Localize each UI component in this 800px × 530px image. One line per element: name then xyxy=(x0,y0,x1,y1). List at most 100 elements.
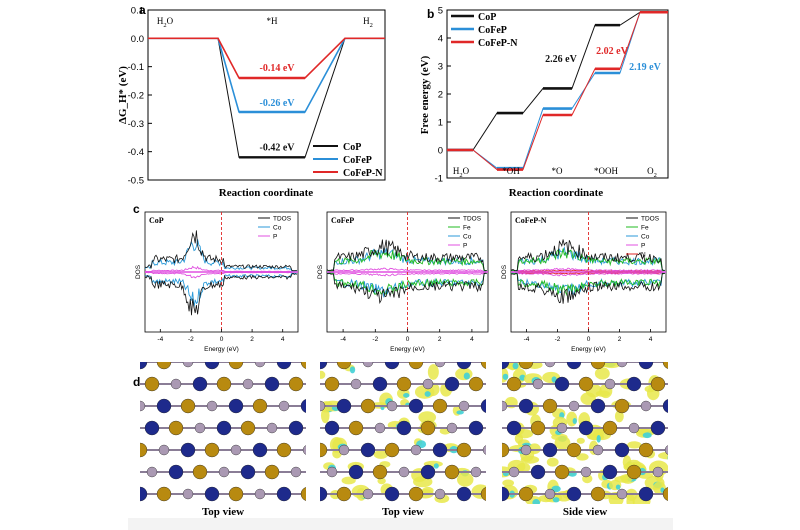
panel-b-legend-label: CoP xyxy=(478,12,496,23)
panel-a-value-label: -0.14 eV xyxy=(260,63,296,74)
panel-c-xtick-label: 0 xyxy=(406,336,410,343)
panel-d-charge-blob xyxy=(418,411,437,424)
panel-a-ylabel: ΔG_H* (eV) xyxy=(117,66,129,124)
panel-d-n-atom xyxy=(544,488,556,500)
panel-d-n-atom xyxy=(592,444,604,456)
panel-d-co-atom xyxy=(384,362,400,370)
panel-d-co-atom xyxy=(590,398,606,414)
panel-d-n-atom xyxy=(320,400,326,412)
panel-c-subplot: -4 -2 0 2 4 Energy (eV) DOS CoFeP TDOS Fe Co P xyxy=(317,211,489,353)
panel-d-co-atom xyxy=(192,376,208,392)
panel-label-b: b xyxy=(427,7,434,21)
panel-d-n-atom xyxy=(434,362,446,368)
panel-d-p-atom xyxy=(192,464,208,480)
panel-c-legend-label: Fe xyxy=(463,225,471,232)
panel-d-p-atom xyxy=(432,398,448,414)
panel-d-co-atom xyxy=(421,333,435,347)
panel-d-p-atom xyxy=(144,376,160,392)
panel-d-n-atom xyxy=(266,422,278,434)
panel-label-c: c xyxy=(133,202,140,216)
panel-d-n-atom xyxy=(422,378,434,390)
panel-d-co-atom xyxy=(502,486,510,502)
panel-a-ytick-label: -0.1 xyxy=(128,62,144,73)
panel-d-co-atom xyxy=(320,486,328,502)
panel-d-p-atom xyxy=(699,465,713,479)
panel-c-dos-curve xyxy=(327,249,487,272)
panel-d-n-atom xyxy=(140,400,146,412)
panel-c-legend-label: N xyxy=(641,252,646,259)
panel-d-co-atom xyxy=(456,486,472,502)
panel-d-p-atom xyxy=(699,333,713,347)
panel-d-co-atom xyxy=(216,420,232,436)
panel-d-co-atom xyxy=(662,399,668,413)
panel-d-charge-blob xyxy=(457,472,474,487)
panel-d-co-atom xyxy=(169,333,183,347)
panel-d-p-atom xyxy=(420,420,436,436)
panel-d-p-atom xyxy=(336,362,352,370)
panel-c-dos-curve xyxy=(511,271,665,277)
panel-b-legend-label: CoFeP xyxy=(478,25,507,36)
panel-d-p-atom xyxy=(675,421,689,435)
panel-a-legend-label: CoFeP-N xyxy=(343,168,383,179)
panel-c-curves xyxy=(511,239,666,304)
panel-d-p-atom xyxy=(264,464,280,480)
panel-b-annotation: 2.19 eV xyxy=(629,62,661,73)
panel-d-p-atom xyxy=(300,487,306,501)
panel-d-n-atom xyxy=(111,489,121,499)
panel-d-n-atom xyxy=(689,357,699,367)
panel-d-charge-blob xyxy=(341,476,356,485)
panel-d-n-atom xyxy=(170,378,182,390)
panel-d-n-atom xyxy=(483,333,497,347)
panel-d-co-atom xyxy=(432,442,448,458)
panel-b-category-label: *OOH xyxy=(594,166,618,176)
panel-d-structures: Top view Top view Side view xyxy=(111,333,713,518)
panel-c-dos-curve xyxy=(327,247,487,272)
panel-d-n-atom xyxy=(434,488,446,500)
panel-d-co-atom xyxy=(372,376,388,392)
panel-d-co-atom xyxy=(638,362,654,370)
panel-d-p-atom xyxy=(372,464,388,480)
panel-d-n-atom xyxy=(532,378,544,390)
panel-d-p-atom xyxy=(626,464,642,480)
panel-c-xtick-label: -2 xyxy=(555,336,561,343)
panel-d-n-atom xyxy=(616,488,628,500)
panel-d-charge-blob xyxy=(532,498,540,504)
panel-d-n-atom xyxy=(507,333,521,347)
panel-c-xlabel: Energy (eV) xyxy=(390,346,425,353)
panel-d-n-atom xyxy=(580,466,592,478)
panel-d-p-atom xyxy=(240,420,256,436)
panel-c-xtick-label: 2 xyxy=(618,336,622,343)
panel-d-p-atom xyxy=(530,420,546,436)
panel-d-co-atom xyxy=(384,486,400,502)
panel-d-p-atom xyxy=(578,376,594,392)
panel-d-co-atom xyxy=(276,362,292,370)
panel-c-xtick-label: -2 xyxy=(188,336,194,343)
panel-d-p-atom xyxy=(140,442,148,458)
panel-d-co-atom xyxy=(542,442,558,458)
panel-label-d: d xyxy=(133,375,140,389)
panel-d-charge-blob xyxy=(572,418,577,425)
panel-d-n-atom xyxy=(350,378,362,390)
panel-d-n-atom xyxy=(653,335,663,345)
panel-d-p-atom xyxy=(445,333,459,347)
panel-c-legend-label: Co xyxy=(273,225,282,232)
panel-d-n-atom xyxy=(640,400,652,412)
panel-d-n-atom xyxy=(458,400,470,412)
panel-a-ytick-label: -0.3 xyxy=(128,119,144,130)
panel-d-charge-blob xyxy=(424,391,431,397)
panel-c-dos-curve xyxy=(511,271,665,275)
panel-d-n-atom xyxy=(194,422,206,434)
panel-d-p-atom xyxy=(320,442,328,458)
panel-d-co-atom xyxy=(349,333,363,347)
panel-c-title: CoFeP-N xyxy=(515,216,547,225)
panel-b-ytick-label: 2 xyxy=(438,90,443,101)
panel-d-charge-blob xyxy=(594,367,610,380)
panel-d-p-atom xyxy=(542,398,558,414)
panel-c-xtick-label: 0 xyxy=(220,336,224,343)
panel-d-p-atom xyxy=(360,398,376,414)
panel-d-charge-blob xyxy=(514,433,524,444)
panel-d-n-atom xyxy=(701,423,711,433)
panel-d-p-atom xyxy=(662,487,668,501)
